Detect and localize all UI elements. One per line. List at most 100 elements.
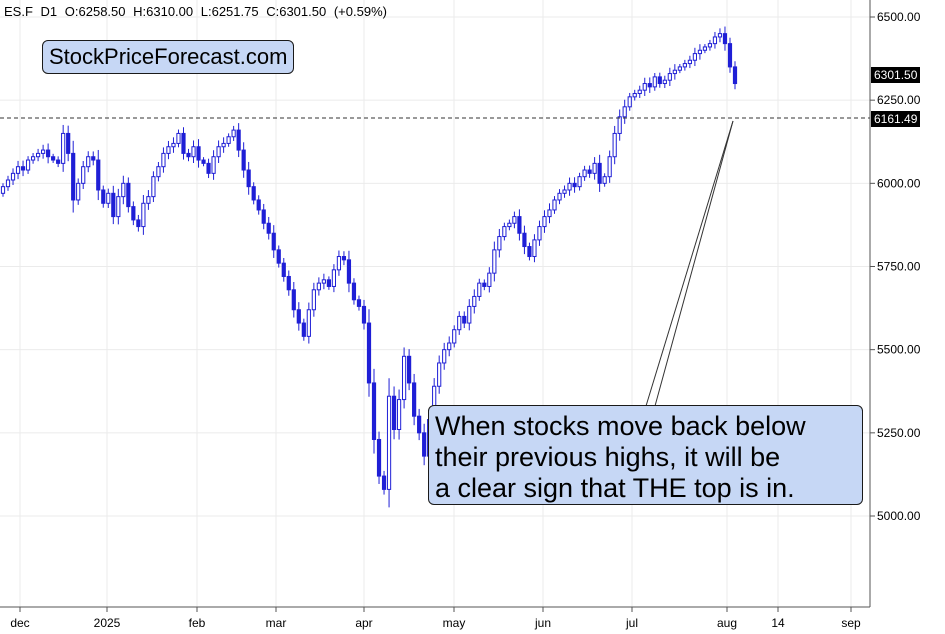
candle-body [487, 272, 492, 287]
candle-body [101, 189, 106, 204]
candle-body [176, 132, 181, 144]
candle-body [311, 289, 316, 311]
candle [371, 368, 377, 454]
candle-body [647, 83, 652, 88]
symbol: ES.F [4, 4, 33, 19]
candle-body [712, 36, 718, 45]
candle-body [251, 186, 256, 201]
candle-body [5, 179, 11, 188]
annotation-line-2: their previous highs, it will be [435, 442, 781, 472]
candle-body [612, 132, 617, 158]
candle-body [697, 49, 703, 55]
candle [412, 373, 417, 426]
candle [622, 99, 627, 124]
candle [191, 140, 196, 164]
candle-body [371, 382, 377, 440]
candle [331, 264, 337, 293]
candle-body [567, 182, 572, 191]
candle-body [321, 279, 326, 284]
candle-body [422, 432, 427, 457]
candle [10, 168, 16, 185]
candle-body [241, 149, 246, 171]
candle-body [717, 33, 723, 38]
candle [111, 185, 116, 225]
candle [366, 309, 372, 397]
candle [557, 189, 562, 205]
candle-body [76, 182, 81, 201]
candle [216, 140, 221, 164]
y-tick-label: 5250.00 [877, 426, 921, 440]
y-tick-label: 6500.00 [877, 10, 921, 24]
candle [261, 203, 266, 230]
candle-body [316, 282, 321, 291]
candle [101, 185, 106, 208]
annotation-line-1: When stocks move back below [435, 411, 806, 441]
x-tick-label: feb [189, 616, 206, 630]
candle [0, 183, 6, 197]
candle [351, 278, 357, 305]
candle-body [552, 199, 557, 211]
candle-body [607, 156, 612, 178]
candle-body [437, 362, 442, 387]
candle [672, 64, 677, 80]
candle-body [597, 162, 602, 184]
candle [396, 389, 402, 440]
candle-body [457, 315, 462, 331]
candle-body [206, 162, 211, 174]
x-tick-label: dec [10, 616, 29, 630]
candle [171, 137, 176, 153]
candle-body [627, 96, 632, 108]
candle-body [366, 322, 372, 384]
candle-body [622, 106, 627, 118]
candle [66, 125, 71, 162]
candle [391, 386, 397, 440]
candle-body [517, 216, 522, 234]
candle-body [236, 129, 241, 151]
candle [492, 241, 497, 282]
candle [161, 147, 166, 173]
candle [401, 347, 407, 409]
candle-body [111, 192, 116, 218]
candle-body [296, 309, 301, 324]
candle [437, 355, 442, 394]
candle-body [56, 159, 61, 164]
candle [522, 225, 527, 255]
candle [15, 160, 21, 180]
candle-body [61, 132, 66, 164]
candle [126, 177, 131, 213]
candle-body [356, 299, 362, 307]
candle-body [527, 246, 532, 258]
candle-body [301, 322, 306, 337]
candle [201, 157, 206, 167]
candle [537, 220, 542, 246]
candle [266, 216, 271, 240]
candle [562, 185, 567, 198]
candle [577, 172, 582, 191]
candle [35, 148, 41, 162]
y-tick-label: 5000.00 [877, 509, 921, 523]
candle-body [582, 169, 587, 178]
callout-pointer-right [654, 120, 734, 407]
candle [442, 342, 447, 370]
candle [291, 282, 296, 318]
candle-body [291, 289, 296, 311]
candle-body [386, 395, 392, 490]
candle [326, 276, 331, 290]
candle-body [732, 66, 738, 85]
candle-body [562, 189, 567, 194]
reference-price-badge [871, 111, 920, 127]
candle-body [15, 166, 21, 174]
candle [361, 299, 367, 330]
candle-body [507, 222, 512, 228]
candle-body [462, 315, 467, 324]
candle [482, 279, 487, 291]
candle [547, 203, 552, 224]
candle-body [161, 152, 166, 168]
candle [206, 158, 211, 179]
candle-body [256, 199, 261, 211]
candle-body [281, 262, 286, 277]
candle-body [452, 329, 457, 344]
candle-body [181, 132, 186, 154]
candle [251, 182, 256, 205]
candle [81, 161, 86, 190]
